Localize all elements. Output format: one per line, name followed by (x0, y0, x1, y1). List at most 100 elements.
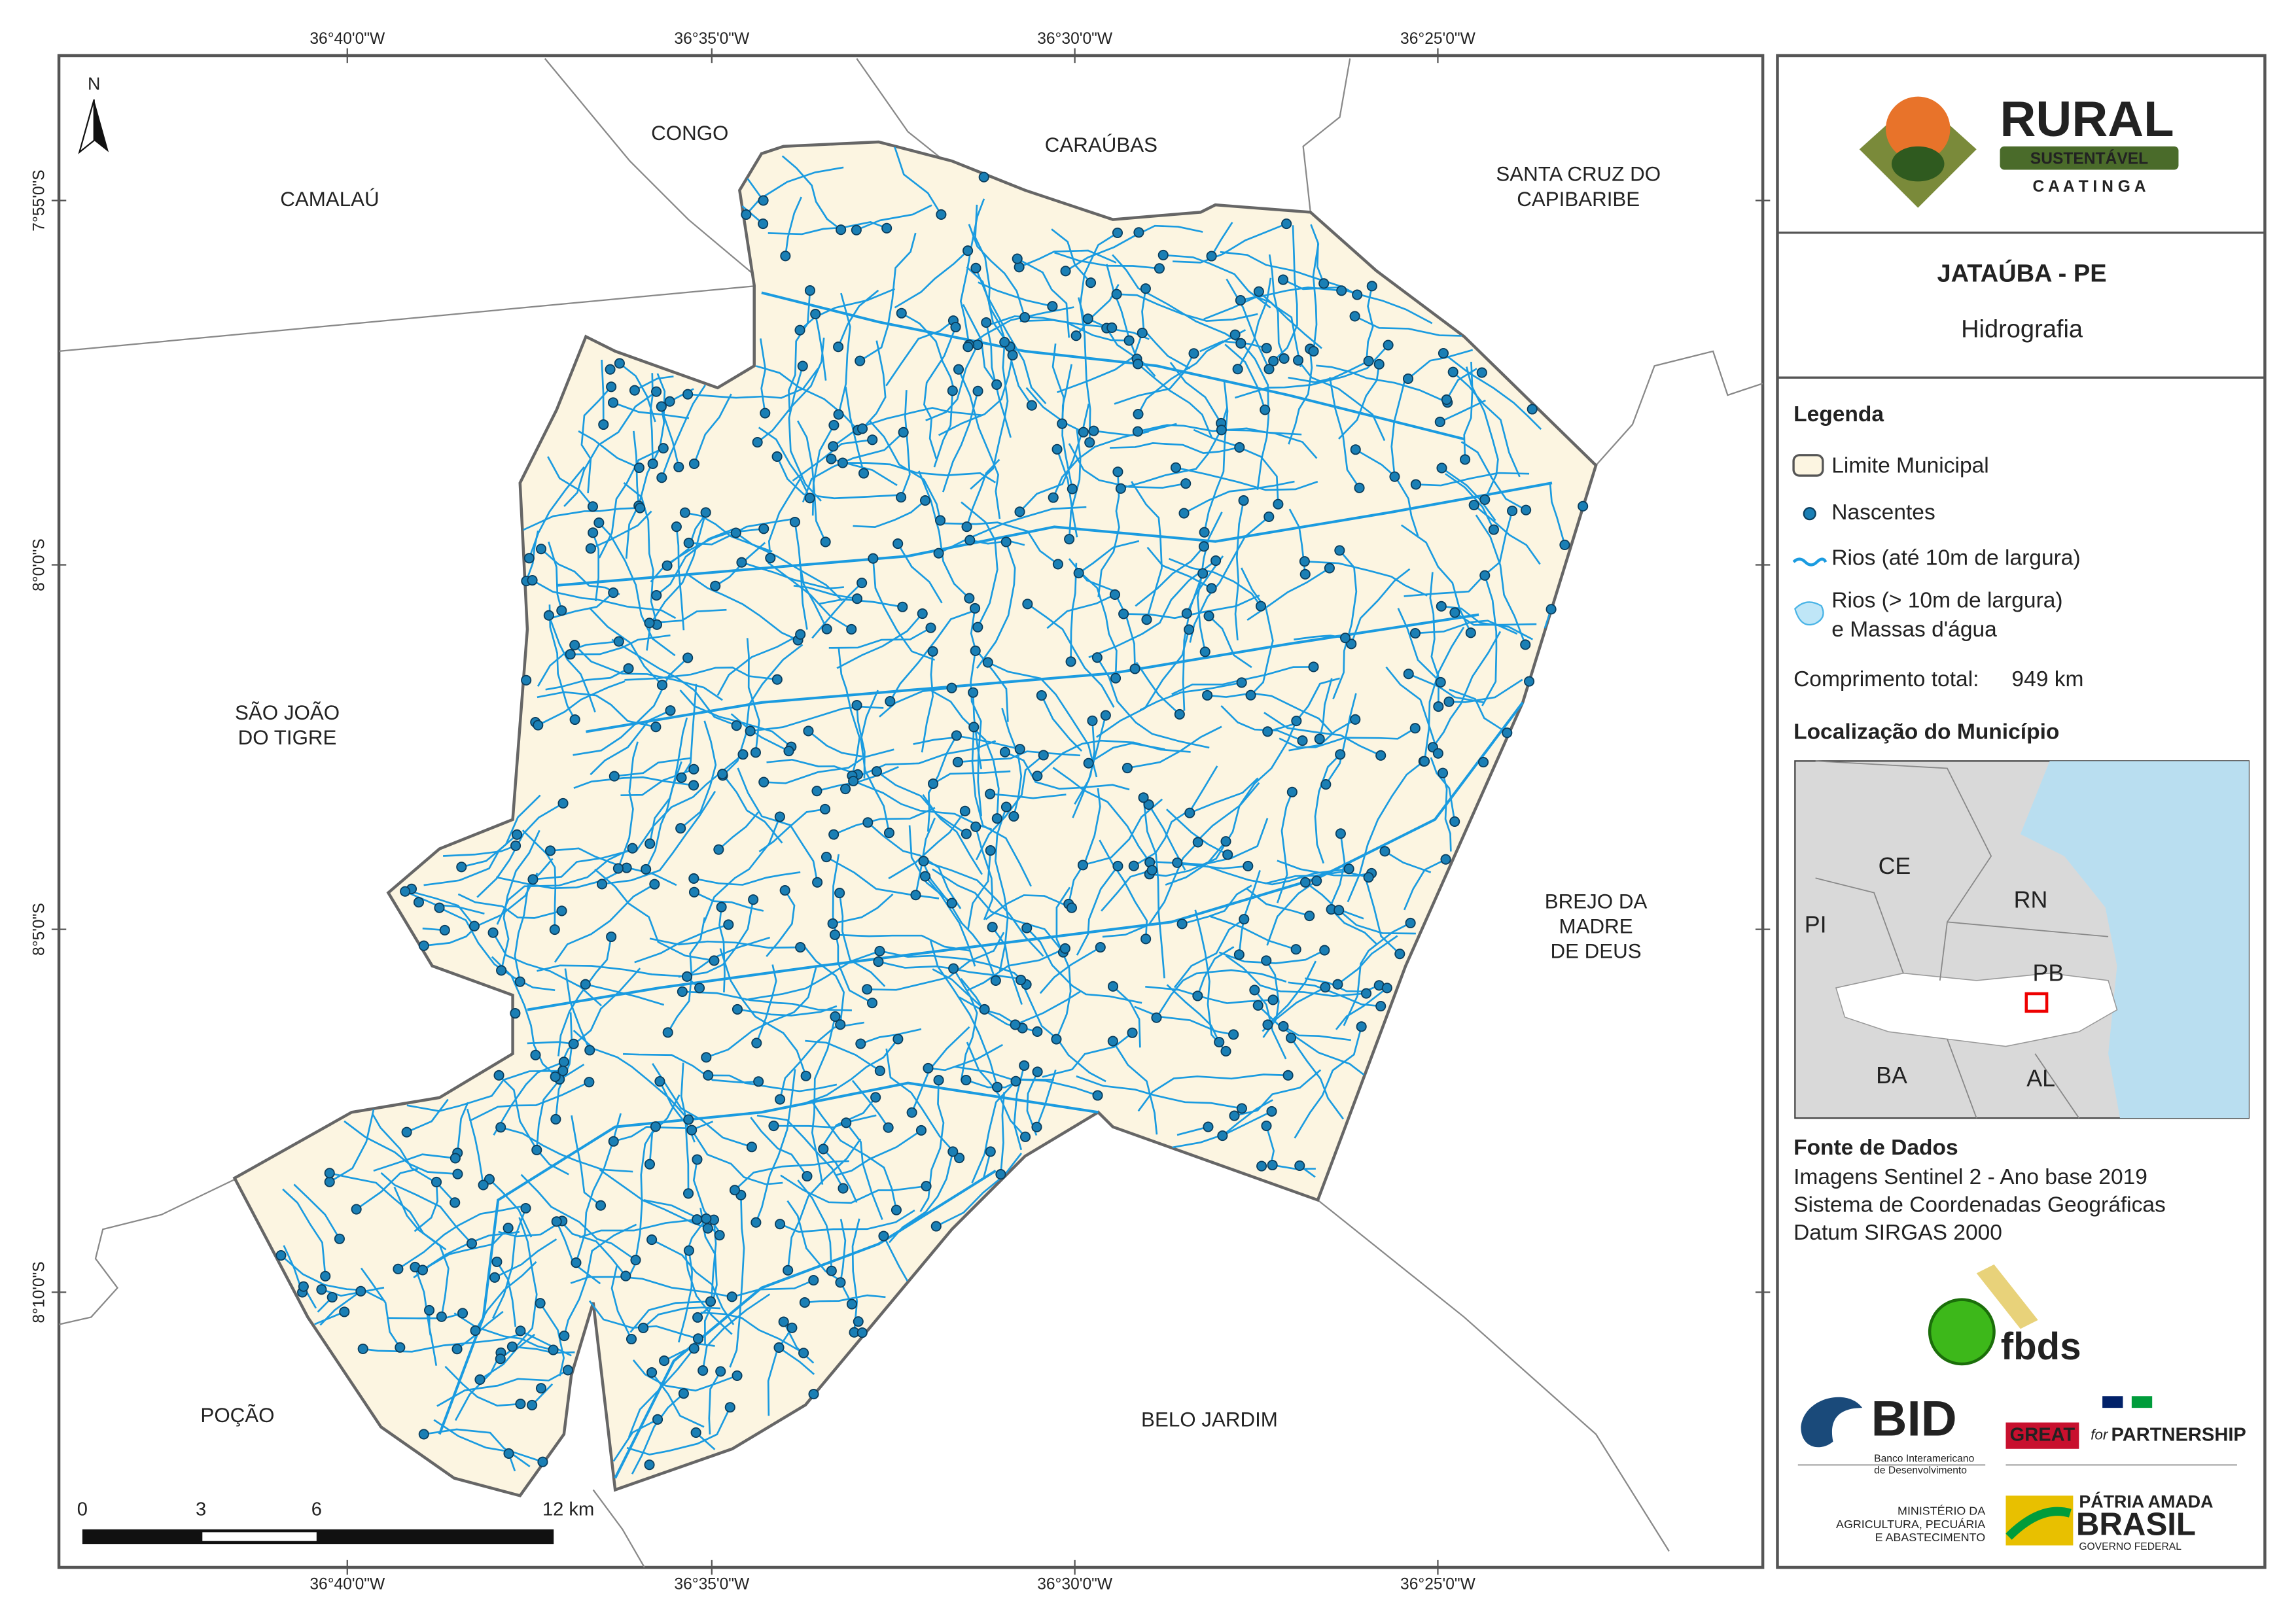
stream (970, 650, 983, 816)
spring (821, 623, 832, 635)
spring (587, 501, 599, 512)
stream (694, 891, 764, 912)
spring (830, 1011, 841, 1022)
spring (1436, 601, 1447, 612)
spring (1220, 836, 1231, 847)
spring (512, 829, 523, 840)
stream (1068, 443, 1186, 489)
stream (411, 891, 476, 927)
spring (1260, 404, 1271, 415)
boundary (58, 1177, 238, 1325)
spring (947, 385, 958, 396)
spring (771, 674, 783, 685)
spring (1447, 366, 1458, 377)
legend-item: Limite Municipal (1831, 454, 1989, 478)
stream (1042, 1032, 1133, 1078)
spring (1527, 404, 1538, 415)
spring (828, 441, 839, 452)
spring (1324, 563, 1335, 574)
spring (925, 622, 936, 633)
spring (963, 245, 974, 256)
stream (564, 968, 591, 1051)
stream (1415, 472, 1530, 487)
stream (1095, 629, 1190, 738)
stream (1549, 483, 1566, 546)
spring (736, 557, 747, 568)
spring (646, 1367, 658, 1378)
spring (608, 587, 619, 599)
spring (972, 621, 983, 633)
spring (551, 1216, 562, 1227)
stream (735, 532, 843, 602)
stream (1234, 1069, 1322, 1117)
spring (857, 578, 868, 589)
spring (1350, 714, 1361, 725)
spring (709, 955, 720, 966)
legend-spring (1803, 507, 1816, 521)
stream (520, 1174, 637, 1261)
spring (658, 443, 669, 454)
state-label: RN (2014, 887, 2048, 913)
stream (853, 500, 926, 528)
spring (682, 1188, 694, 1199)
spring (487, 927, 499, 938)
spring (898, 427, 909, 438)
spring (1127, 1027, 1138, 1038)
spring (1014, 744, 1025, 755)
stream (1189, 515, 1270, 643)
spring (1343, 864, 1354, 875)
stream (1221, 428, 1318, 459)
spring (948, 963, 959, 974)
spring (559, 1331, 570, 1342)
scale-segment (82, 1529, 554, 1544)
spring (1032, 771, 1043, 782)
stream (750, 705, 884, 732)
partnership-text: PARTNERSHIP (2111, 1424, 2246, 1445)
stream (1429, 572, 1439, 707)
stream (500, 829, 540, 971)
spring (970, 262, 981, 273)
spring (961, 1074, 972, 1086)
spring (613, 636, 624, 647)
stream (1040, 695, 1083, 752)
spring (651, 590, 662, 601)
spring (1140, 283, 1151, 294)
place-label: CARAÚBAS (1045, 133, 1157, 156)
spring (607, 397, 619, 408)
spring (418, 1429, 429, 1440)
spring (1133, 409, 1144, 420)
spring (1178, 508, 1190, 519)
stream (976, 541, 1016, 669)
spring (1335, 749, 1346, 760)
spring (1059, 943, 1070, 954)
spring (550, 1071, 561, 1082)
stream (1226, 278, 1270, 370)
spring (520, 1202, 531, 1214)
spring (692, 1154, 703, 1165)
spring (828, 419, 839, 430)
stream (839, 1219, 847, 1283)
spring (1083, 758, 1094, 769)
stream (691, 1129, 783, 1185)
spring (963, 341, 974, 353)
spring (851, 593, 863, 604)
for-text: for (2091, 1427, 2109, 1443)
spring (891, 1204, 902, 1215)
stream (773, 1114, 877, 1128)
spring (635, 502, 646, 514)
spring (951, 730, 962, 741)
spring (688, 1343, 699, 1354)
spring (765, 552, 776, 564)
spring (862, 817, 874, 828)
stream (1355, 449, 1419, 536)
spring (1314, 733, 1325, 744)
stream (617, 741, 639, 869)
spring (946, 898, 957, 909)
stream (933, 391, 954, 468)
stream (932, 770, 1011, 785)
stream (883, 1235, 908, 1282)
spring (495, 1353, 506, 1365)
spring (985, 1146, 996, 1157)
spring (1286, 786, 1298, 797)
spring (710, 580, 721, 591)
